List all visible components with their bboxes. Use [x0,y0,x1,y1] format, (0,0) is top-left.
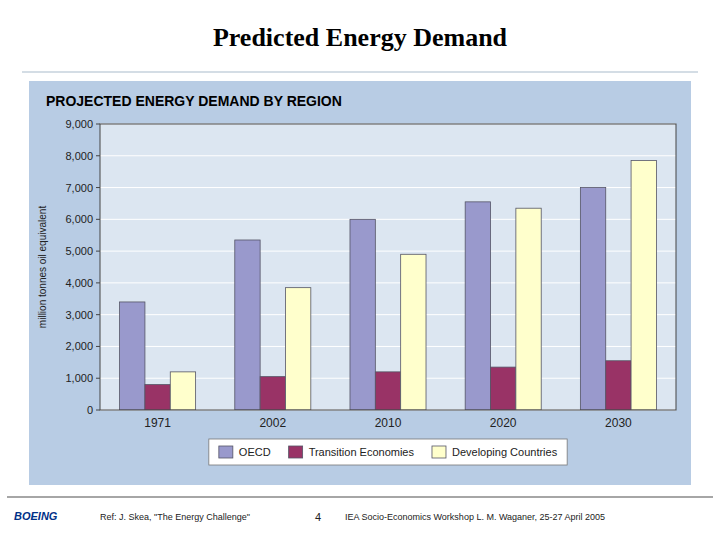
bar [606,361,631,410]
plot-background [100,124,676,410]
legend-swatch [219,446,233,458]
legend-label: Developing Countries [452,446,558,458]
bar [375,372,400,410]
y-tick-label: 3,000 [65,309,93,321]
y-tick-label: 1,000 [65,372,93,384]
y-tick [96,187,100,188]
y-tick [96,378,100,379]
footer-line [7,497,713,498]
bar [235,240,260,410]
bar [350,219,375,410]
legend-swatch [432,446,446,458]
subtitle: PROJECTED ENERGY DEMAND BY REGION [46,93,342,109]
y-tick-label: 7,000 [65,182,93,194]
y-tick [96,219,100,220]
plot-frame [100,124,676,410]
bar [401,254,426,410]
bar [120,302,145,410]
x-tick-label: 2002 [259,416,286,430]
bar [145,385,170,410]
bar [580,188,605,410]
footer-number: 4 [315,511,321,523]
legend: OECD Transition Economies Developing Count… [209,439,567,465]
y-tick-label: 4,000 [65,277,93,289]
y-tick [96,410,100,411]
x-tick-label: 2020 [490,416,517,430]
y-tick [96,124,100,125]
footer-right: IEA Socio-Economics Workshop L. M. Wagan… [345,512,605,522]
y-tick-label: 0 [87,404,93,416]
legend-swatch [289,446,303,458]
y-tick [96,282,100,283]
bar [285,288,310,410]
footer-ref: Ref: J. Skea, "The Energy Challenge" [100,512,250,522]
bar [491,367,516,410]
y-tick-label: 5,000 [65,245,93,257]
legend-label: Transition Economies [309,446,415,458]
y-tick [96,251,100,252]
y-tick-label: 6,000 [65,213,93,225]
footer-logo: BOEING [14,510,58,522]
bar [170,372,195,410]
y-tick [96,155,100,156]
y-tick [96,346,100,347]
chart: Predicted Energy Demand PROJECTED ENERGY … [0,0,720,540]
y-tick-label: 9,000 [65,118,93,130]
separator [22,71,698,72]
bar [260,377,285,410]
grid-line [100,155,676,156]
y-axis-label: million tonnes oil equivalent [37,206,48,329]
y-tick [96,314,100,315]
bar [631,161,656,410]
bar [516,208,541,410]
x-tick-label: 1971 [144,416,171,430]
title: Predicted Energy Demand [213,23,508,52]
bars [120,161,657,410]
x-tick-label: 2030 [605,416,632,430]
bar [465,202,490,410]
panel [29,81,691,485]
x-tick-label: 2010 [375,416,402,430]
legend-frame [209,439,567,465]
y-tick-label: 2,000 [65,340,93,352]
y-tick-label: 8,000 [65,150,93,162]
legend-label: OECD [239,446,271,458]
